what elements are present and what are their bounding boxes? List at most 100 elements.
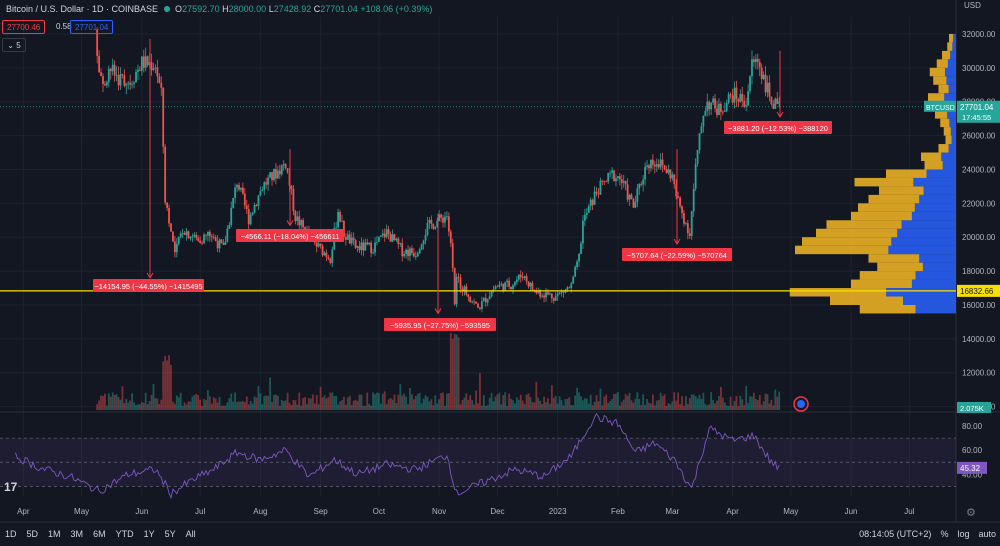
- auto-toggle[interactable]: auto: [978, 529, 996, 539]
- volume-bar: [523, 403, 526, 410]
- candle-body: [195, 234, 198, 238]
- candle-body: [276, 170, 279, 179]
- sell-button[interactable]: 27700.46: [2, 20, 46, 34]
- volume-bar: [412, 399, 415, 410]
- volume-bar: [358, 394, 361, 410]
- candle-body: [667, 169, 670, 173]
- candle-body: [335, 227, 338, 229]
- timeframe-1d[interactable]: 1D: [5, 529, 17, 539]
- candle-body: [591, 199, 594, 205]
- volume-bar: [560, 400, 563, 410]
- candle-body: [315, 242, 318, 247]
- timeframe-1m[interactable]: 1M: [48, 529, 61, 539]
- timeframe-6m[interactable]: 6M: [93, 529, 106, 539]
- tradingview-logo-icon[interactable]: 17: [4, 480, 18, 494]
- volume-profile-bin: [879, 186, 924, 195]
- volume-bar: [107, 393, 110, 410]
- indicators-toggle-button[interactable]: ⌄ 5: [2, 38, 26, 52]
- volume-bar: [290, 405, 293, 410]
- volume-bar: [729, 396, 732, 410]
- volume-profile-bin: [947, 59, 956, 68]
- rsi-line: [15, 412, 780, 500]
- volume-bar: [451, 338, 454, 410]
- candle-body: [550, 293, 553, 299]
- volume-bar: [360, 394, 363, 410]
- volume-bar: [607, 403, 610, 410]
- volume-bar: [698, 394, 701, 410]
- volume-bar: [309, 398, 312, 410]
- candle-body: [723, 110, 726, 112]
- gear-icon[interactable]: ⚙: [966, 507, 976, 519]
- candle-body: [224, 241, 227, 245]
- timeframe-5d[interactable]: 5D: [26, 529, 39, 539]
- volume-profile-bin: [830, 296, 904, 305]
- time-tick-label: Sep: [313, 507, 328, 516]
- candle-body: [234, 187, 237, 198]
- candle-body: [142, 56, 145, 68]
- volume-bar: [568, 397, 571, 410]
- candle-body: [615, 178, 617, 182]
- candle-body: [350, 237, 353, 244]
- volume-bar: [370, 405, 373, 410]
- volume-profile-bin: [858, 203, 915, 212]
- volume-bar: [409, 387, 411, 410]
- volume-bar: [177, 397, 180, 410]
- price-tick-label: 26000.00: [962, 132, 996, 141]
- ohlc-values: O27592.70 H28000.00 L27428.92 C27701.04 …: [175, 3, 433, 14]
- volume-bar: [683, 405, 685, 410]
- timeframe-5y[interactable]: 5Y: [164, 529, 176, 539]
- candle-body: [121, 74, 124, 76]
- candle-body: [442, 217, 444, 223]
- volume-profile-bin: [933, 76, 947, 85]
- volume-bar: [640, 405, 643, 410]
- volume-bar: [710, 392, 713, 410]
- volume-bar: [352, 400, 355, 410]
- candle-body: [409, 248, 411, 256]
- candle-body: [286, 168, 289, 173]
- buy-button[interactable]: 27701.04: [70, 20, 114, 34]
- candle-body: [241, 187, 244, 194]
- candle-body: [228, 225, 231, 229]
- symbol-title[interactable]: Bitcoin / U.S. Dollar · 1D · COINBASE: [6, 3, 159, 14]
- timeframe-ytd[interactable]: YTD: [115, 529, 134, 539]
- volume-bar: [418, 392, 421, 410]
- candle-body: [140, 56, 143, 71]
- volume-bar: [208, 396, 211, 410]
- volume-bar: [117, 396, 120, 410]
- candle-body: [183, 233, 186, 235]
- candle-body: [735, 87, 738, 100]
- volume-bar: [453, 333, 456, 410]
- volume-bar: [467, 399, 470, 410]
- drawdown-label-box: [724, 121, 832, 134]
- volume-bar: [140, 402, 143, 410]
- timeframe-1y[interactable]: 1Y: [143, 529, 155, 539]
- candle-body: [467, 294, 470, 297]
- timeframe-all[interactable]: All: [185, 529, 196, 539]
- volume-bar: [269, 377, 271, 410]
- candle-body: [601, 180, 604, 182]
- timeframe-3m[interactable]: 3M: [70, 529, 84, 539]
- volume-bar: [651, 394, 654, 410]
- volume-bar: [247, 404, 250, 410]
- log-toggle[interactable]: log: [957, 529, 970, 539]
- volume-bar: [630, 400, 633, 410]
- candle-body: [238, 185, 240, 190]
- candle-body: [541, 295, 544, 297]
- volume-bar: [173, 403, 176, 410]
- bottom-toolbar: 1D 5D 1M 3M 6M YTD 1Y 5Y All 08:14:05 (U…: [0, 522, 1000, 546]
- grid: [0, 0, 1000, 523]
- volume-bar: [321, 397, 324, 410]
- volume-bar: [187, 401, 190, 410]
- candle-body: [135, 71, 137, 83]
- candle-body: [127, 82, 130, 84]
- candle-body: [568, 287, 571, 289]
- candle-body: [208, 231, 211, 237]
- clock[interactable]: 08:14:05 (UTC+2): [859, 529, 932, 539]
- volume-profile-bin: [816, 228, 898, 238]
- volume-bar: [471, 400, 474, 410]
- percent-toggle[interactable]: %: [940, 529, 949, 539]
- candle-body: [636, 188, 639, 202]
- candle-body: [273, 169, 275, 181]
- volume-bar: [407, 404, 409, 410]
